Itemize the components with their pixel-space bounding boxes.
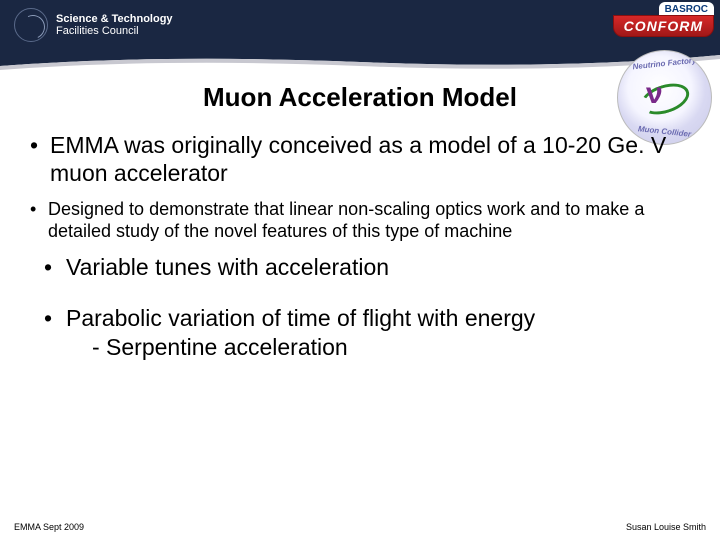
slide-title: Muon Acceleration Model bbox=[0, 82, 720, 113]
partner-logos: BASROC CONFORM bbox=[613, 2, 714, 37]
org-name-line1: Science & Technology bbox=[56, 13, 173, 25]
bullet-level2: Designed to demonstrate that linear non-… bbox=[28, 199, 692, 243]
stfc-logo-text: Science & Technology Facilities Council bbox=[56, 13, 173, 37]
slide-header: Science & Technology Facilities Council … bbox=[0, 0, 720, 72]
org-name-line2: Facilities Council bbox=[56, 25, 173, 37]
badge-nu-icon: ν bbox=[646, 77, 663, 111]
badge-graphic: ν bbox=[636, 79, 696, 119]
conform-logo: CONFORM bbox=[613, 15, 714, 37]
basroc-logo: BASROC bbox=[659, 2, 714, 15]
stfc-logo: Science & Technology Facilities Council bbox=[14, 8, 173, 42]
bullet-level3: Variable tunes with acceleration bbox=[42, 253, 692, 282]
slide-footer: EMMA Sept 2009 Susan Louise Smith bbox=[0, 522, 720, 532]
bullet-level3: Parabolic variation of time of flight wi… bbox=[42, 304, 692, 362]
footer-left: EMMA Sept 2009 bbox=[14, 522, 84, 532]
bullet-subline: - Serpentine acceleration bbox=[66, 333, 692, 362]
bullet-text: Variable tunes with acceleration bbox=[66, 254, 389, 280]
bullet-text: Parabolic variation of time of flight wi… bbox=[66, 305, 535, 331]
slide-content: EMMA was originally conceived as a model… bbox=[0, 113, 720, 361]
bullet-level1: EMMA was originally conceived as a model… bbox=[28, 131, 692, 187]
footer-right: Susan Louise Smith bbox=[626, 522, 706, 532]
stfc-logo-icon bbox=[14, 8, 48, 42]
bullet-text: Designed to demonstrate that linear non-… bbox=[48, 199, 644, 241]
header-curve bbox=[0, 52, 720, 72]
bullet-text: EMMA was originally conceived as a model… bbox=[50, 132, 666, 186]
